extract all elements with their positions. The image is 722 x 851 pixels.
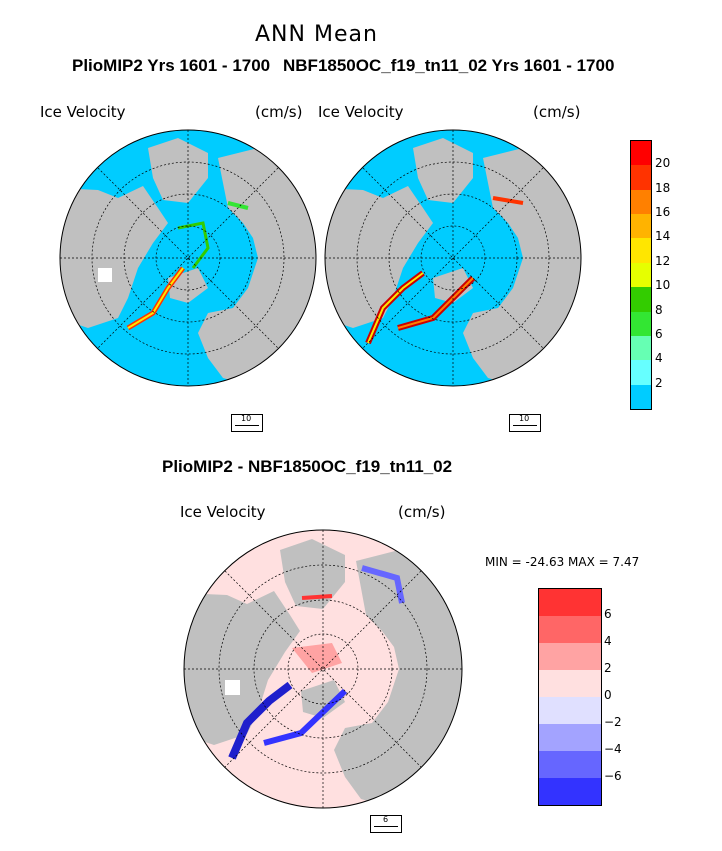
colorbar-swatch — [631, 238, 651, 263]
diff-colorbar-labels: 6 4 2 0 −2 −4 −6 — [604, 588, 654, 804]
colorbar-tick-label: 20 — [655, 156, 671, 171]
colorbar-swatch — [631, 141, 651, 166]
left-units-label: (cm/s) — [255, 103, 303, 121]
colorbar-tick-label: −2 — [604, 715, 622, 729]
colorbar-tick-label: 4 — [604, 634, 612, 648]
left-reference-vector: 10 — [231, 414, 263, 432]
colorbar-tick-label: 6 — [604, 607, 612, 621]
diff-reference-value: 6 — [383, 815, 389, 824]
right-polar-map — [324, 129, 582, 387]
right-units-label: (cm/s) — [533, 103, 581, 121]
diff-variable-label: Ice Velocity — [180, 503, 266, 521]
diff-reference-vector: 6 — [370, 815, 402, 833]
colorbar-swatch — [631, 189, 651, 215]
negative-anomaly-1 — [228, 681, 293, 760]
colorbar-swatch — [539, 697, 601, 724]
colorbar-tick-label: 12 — [655, 253, 671, 268]
right-panel-title: NBF1850OC_f19_tn11_02 Yrs 1601 - 1700 — [283, 56, 615, 75]
left-variable-label: Ice Velocity — [40, 103, 126, 121]
diff-units-label: (cm/s) — [398, 503, 446, 521]
diff-polar-map — [183, 529, 463, 809]
arrow-icon — [235, 425, 259, 426]
land-greenland — [148, 138, 208, 203]
top-colorbar — [630, 140, 652, 410]
colorbar-tick-label: 2 — [604, 661, 612, 675]
arrow-icon — [374, 826, 398, 827]
colorbar-tick-label: 8 — [655, 302, 663, 317]
colorbar-swatch — [631, 214, 651, 239]
colorbar-tick-label: 10 — [655, 278, 671, 293]
colorbar-swatch — [631, 335, 651, 361]
colorbar-tick-label: 6 — [655, 326, 663, 341]
colorbar-swatch — [631, 262, 651, 288]
right-reference-value: 10 — [519, 414, 530, 423]
colorbar-swatch — [539, 616, 601, 643]
colorbar-swatch — [539, 751, 601, 778]
colorbar-tick-label: 0 — [604, 688, 612, 702]
colorbar-tick-label: 16 — [655, 205, 671, 220]
colorbar-tick-label: 14 — [655, 229, 671, 244]
left-polar-map — [59, 129, 317, 387]
colorbar-tick-label: −6 — [604, 769, 622, 783]
colorbar-swatch — [539, 643, 601, 670]
right-variable-label: Ice Velocity — [318, 103, 404, 121]
negative-anomaly-2 — [263, 688, 348, 746]
colorbar-swatch — [631, 360, 651, 385]
colorbar-swatch — [631, 287, 651, 312]
colorbar-tick-label: 4 — [655, 351, 663, 366]
page-title: ANN Mean — [255, 22, 378, 47]
minmax-label: MIN = -24.63 MAX = 7.47 — [485, 555, 640, 569]
colorbar-swatch — [539, 589, 601, 616]
colorbar-tick-label: 18 — [655, 180, 671, 195]
diff-panel-title: PlioMIP2 - NBF1850OC_f19_tn11_02 — [162, 457, 453, 476]
left-reference-value: 10 — [241, 414, 252, 423]
colorbar-swatch — [539, 778, 601, 805]
land-north-america — [60, 186, 168, 328]
diff-colorbar — [538, 588, 602, 806]
left-panel-title: PlioMIP2 Yrs 1601 - 1700 — [72, 56, 271, 75]
colorbar-swatch — [631, 384, 651, 409]
colorbar-swatch — [539, 670, 601, 697]
top-colorbar-labels: 20 18 16 14 12 10 8 6 4 2 — [655, 140, 695, 408]
colorbar-swatch — [631, 165, 651, 190]
colorbar-tick-label: 2 — [655, 375, 663, 390]
colorbar-swatch — [631, 311, 651, 336]
right-reference-vector: 10 — [509, 414, 541, 432]
colorbar-tick-label: −4 — [604, 742, 622, 756]
arrow-icon — [513, 425, 537, 426]
colorbar-swatch — [539, 724, 601, 751]
